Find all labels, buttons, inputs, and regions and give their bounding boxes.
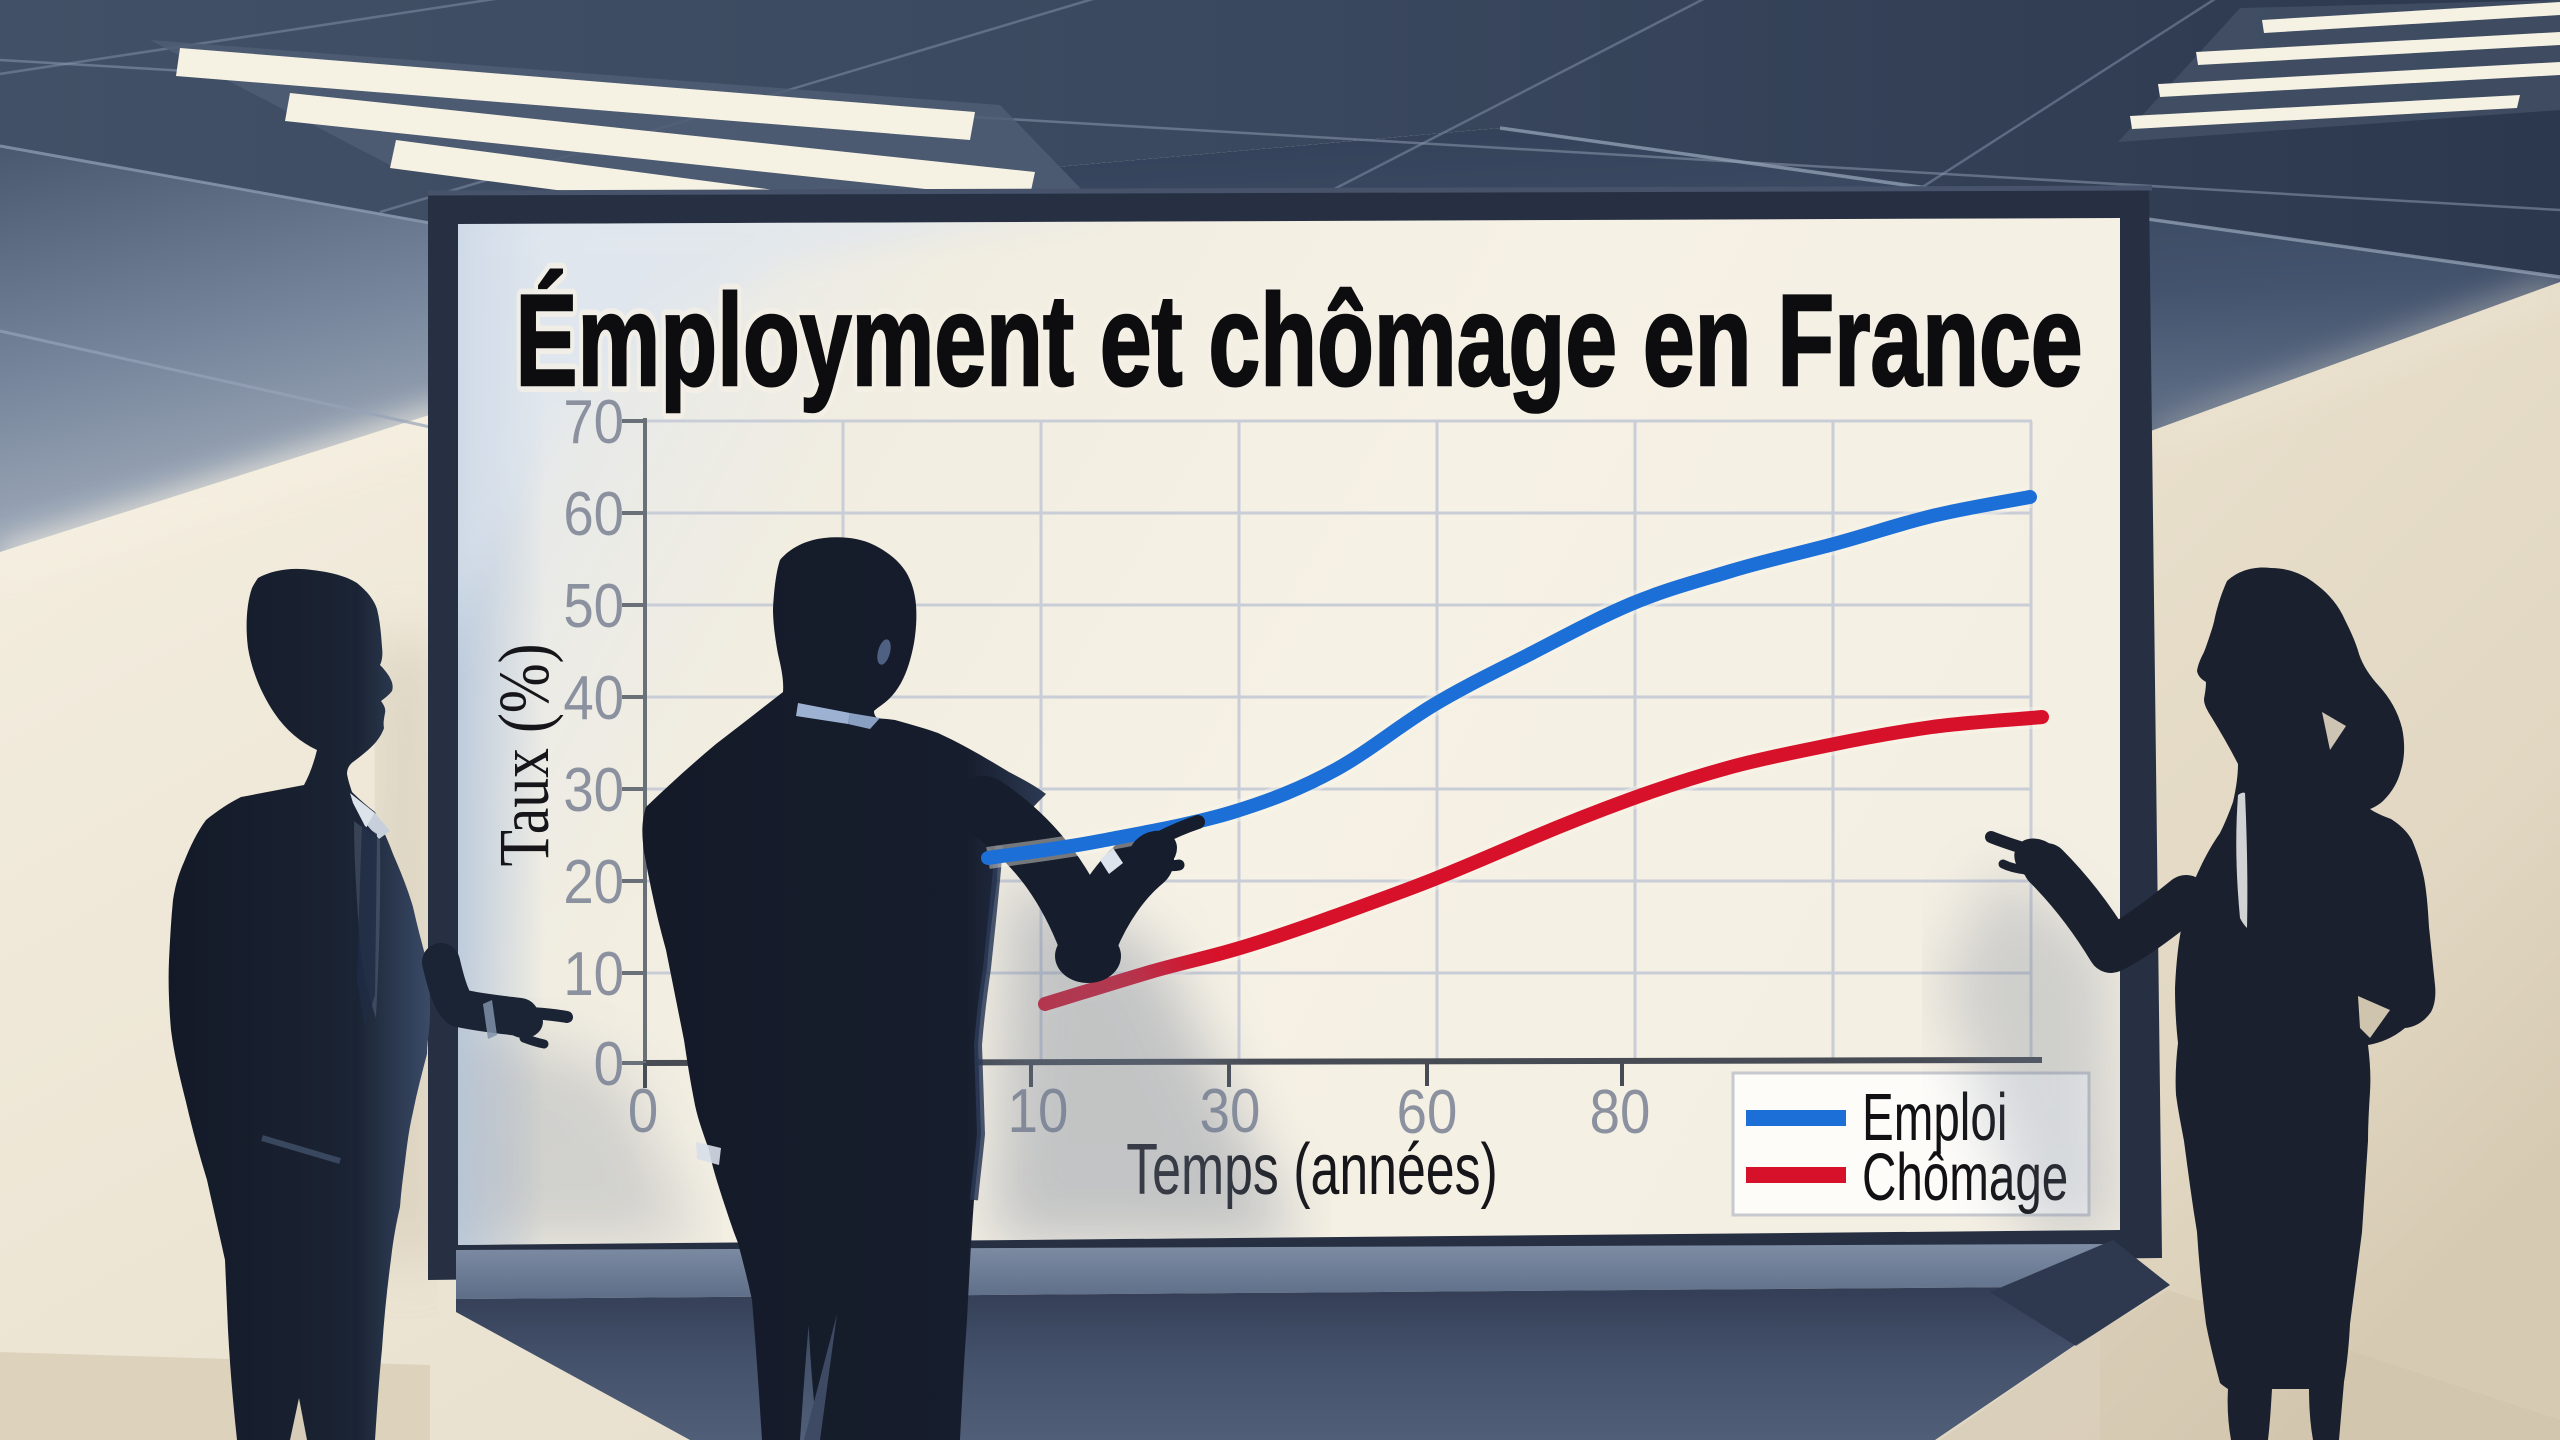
svg-text:60: 60: [1397, 1078, 1458, 1147]
svg-text:70: 70: [563, 388, 624, 457]
svg-text:Émployment et chômage en Franc: Émployment et chômage en France: [515, 268, 2082, 413]
svg-text:10: 10: [563, 940, 624, 1009]
svg-text:50: 50: [563, 572, 624, 641]
svg-text:60: 60: [563, 480, 624, 549]
svg-text:30: 30: [563, 756, 624, 825]
svg-text:80: 80: [1590, 1078, 1651, 1147]
svg-text:20: 20: [563, 848, 624, 917]
svg-text:Émployment et chômage en Franc: Émployment et chômage en France: [515, 268, 2082, 413]
svg-text:Taux (%): Taux (%): [485, 643, 564, 866]
svg-text:40: 40: [563, 664, 624, 733]
